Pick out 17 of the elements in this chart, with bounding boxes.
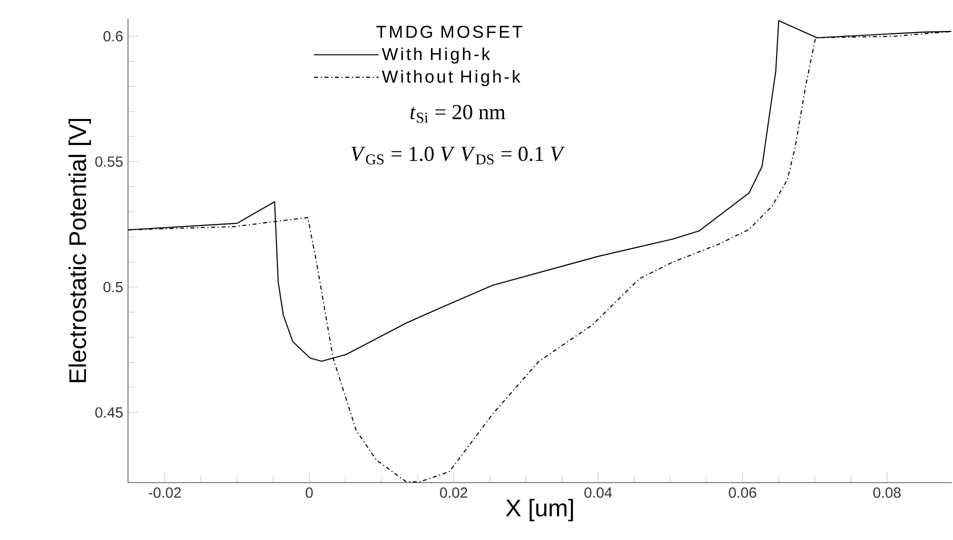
x-tick-label: 0.08 — [873, 487, 901, 498]
x-tick-label: 0.02 — [440, 487, 468, 498]
x-tick-label: -0.02 — [148, 487, 181, 498]
y-tick-label: 0.5 — [103, 282, 123, 292]
annotation: t$_{Si}$ = 20 nm — [410, 104, 506, 123]
y-tick-label: 0.55 — [95, 156, 123, 167]
x-axis-title: X [um] — [506, 498, 573, 522]
legend-label: Without High-k — [382, 70, 520, 86]
x-tick-label: 0.06 — [728, 487, 756, 498]
annotation: V$_{GS}$ = 1.0 V V$_{DS}$ = 0.1 V — [351, 146, 565, 164]
x-tick-label: 0.04 — [584, 487, 612, 498]
y-tick-label: 0.6 — [103, 31, 123, 42]
legend-title: TMDG MOSFET — [376, 26, 522, 38]
y-axis-title: Electrostatic Potential [V] — [68, 119, 91, 382]
x-tick-label: 0 — [306, 487, 313, 498]
legend-label: With High-k — [382, 47, 490, 64]
y-tick-label: 0.45 — [95, 407, 123, 418]
